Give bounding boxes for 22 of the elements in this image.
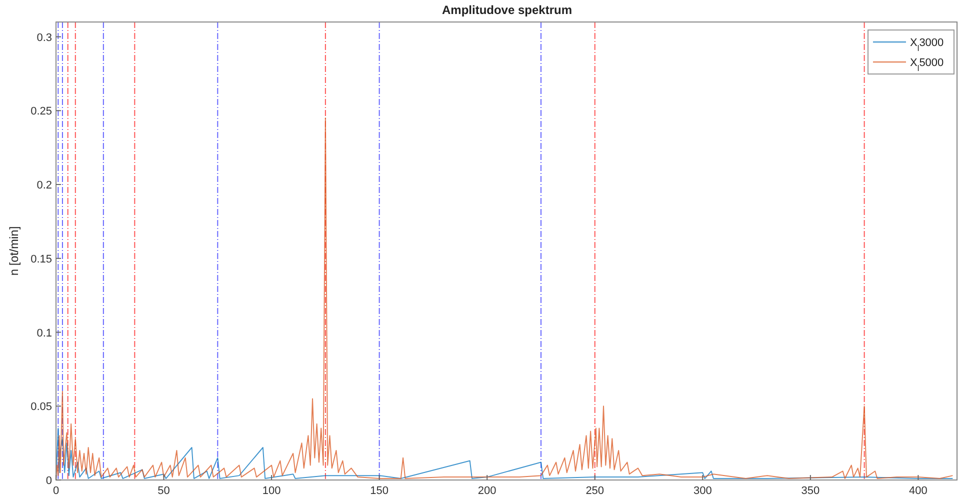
y-tick-label: 0.1 (36, 327, 52, 340)
x-tick-label: 400 (909, 485, 928, 497)
y-tick-label: 0.25 (30, 106, 52, 118)
x-tick-label: 200 (478, 485, 496, 497)
y-axis-title: n [ot/min] (7, 226, 21, 276)
chart-title: Amplitudove spektrum (442, 3, 572, 17)
y-tick-label: 0.2 (36, 180, 52, 192)
y-tick-label: 0.05 (30, 401, 52, 414)
y-tick-label: 0 (46, 475, 52, 487)
x-tick-label: 250 (586, 485, 604, 497)
x-tick-label: 0 (52, 485, 60, 497)
x-tick-label: 350 (801, 485, 820, 497)
x-tick-label: 150 (370, 485, 389, 497)
x-tick-label: 100 (262, 485, 281, 497)
legend-label: X$_{l}$3000 (910, 37, 944, 52)
x-tick-label: 50 (158, 485, 170, 497)
legend-label: X$_{l}$5000 (910, 57, 944, 72)
line-series (56, 428, 954, 480)
y-tick-label: 0.3 (36, 32, 52, 44)
y-tick-label: 0.15 (30, 253, 52, 266)
line-series (56, 118, 954, 480)
x-tick-label: 300 (693, 485, 712, 497)
